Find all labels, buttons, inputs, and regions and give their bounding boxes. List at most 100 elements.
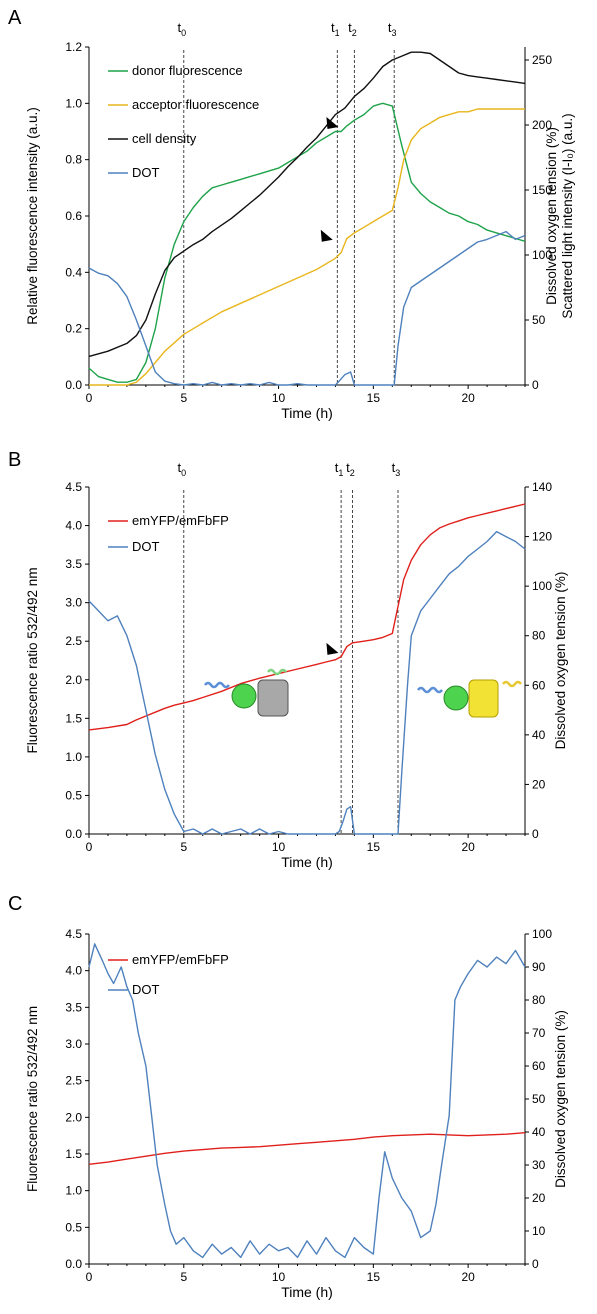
right-tick-label: 40 (532, 728, 546, 742)
event-marker-label: t1 (335, 460, 344, 478)
arrow-marker (326, 117, 339, 130)
right-tick-label: 60 (532, 1059, 546, 1073)
x-tick-label: 15 (367, 391, 381, 405)
blue-emission-wave (204, 681, 230, 689)
event-marker-subscript: 0 (181, 468, 186, 478)
series-line-dot (88, 943, 526, 1259)
left-tick-label: 3.0 (65, 596, 82, 610)
series-line-acceptor-fluorescence (89, 108, 525, 386)
legend-label: acceptor fluorescence (132, 97, 259, 112)
left-tick-label: 3.5 (65, 557, 82, 571)
right-tick-label: 50 (532, 1092, 546, 1106)
x-axis-label: Time (h) (281, 405, 333, 421)
donor-circle (231, 683, 257, 709)
x-tick-label: 10 (272, 840, 286, 854)
right-tick-label: 150 (532, 183, 552, 197)
green-emission-wave (267, 668, 287, 676)
legend-label: cell density (132, 131, 197, 146)
right-axis-label: Scattered light intensity (I-I₀) (a.u.) (560, 113, 575, 318)
left-tick-label: 0.0 (65, 827, 82, 841)
x-tick-label: 5 (180, 1270, 187, 1284)
event-marker-letter: t (177, 460, 181, 475)
right-axis-label: Dissolved oxygen tension (%) (544, 127, 559, 305)
left-tick-label: 4.5 (65, 480, 82, 494)
series-line-emyfp-emfbfp (88, 1132, 526, 1165)
left-tick-label: 1.2 (65, 40, 82, 54)
left-tick-label: 1.0 (65, 96, 82, 110)
left-tick-label: 3.0 (65, 1037, 82, 1051)
left-tick-label: 0.8 (65, 153, 82, 167)
arrow-marker (326, 642, 339, 655)
right-axis-label: Dissolved oxygen tension (%) (553, 1010, 568, 1188)
event-marker-label: t1 (331, 20, 340, 38)
event-marker-letter: t (388, 20, 392, 35)
left-tick-label: 0.5 (65, 1220, 82, 1234)
left-tick-label: 1.5 (65, 711, 82, 725)
right-tick-label: 0 (532, 378, 539, 392)
right-tick-label: 0 (532, 827, 539, 841)
right-tick-label: 80 (532, 629, 546, 643)
left-tick-label: 4.0 (65, 519, 82, 533)
right-tick-label: 100 (532, 927, 552, 941)
series-line-dot (88, 230, 526, 386)
fret-on-schematic (417, 679, 522, 718)
series-line-cell-density (88, 51, 526, 358)
right-tick-label: 30 (532, 1158, 546, 1172)
panel-letter: B (8, 449, 21, 471)
legend-label: DOT (132, 982, 160, 997)
legend-label: DOT (132, 539, 160, 554)
right-tick-label: 0 (532, 1257, 539, 1271)
right-tick-label: 100 (532, 248, 552, 262)
event-marker-letter: t (348, 20, 352, 35)
event-marker-label: t3 (388, 20, 397, 38)
event-marker-subscript: 1 (335, 28, 340, 38)
panel-c: C 0 5 10 15 20 0.0 0.5 1.0 1.5 2.0 2.5 3.0 3.5 4.0 4.5 0… (8, 893, 568, 1300)
event-marker-letter: t (392, 460, 396, 475)
event-marker-letter: t (177, 20, 181, 35)
event-marker-label: t2 (346, 460, 355, 478)
series-line-dot (88, 530, 526, 835)
event-marker-label: t0 (177, 20, 186, 38)
x-tick-label: 5 (180, 840, 187, 854)
left-tick-label: 2.0 (65, 1110, 82, 1124)
event-marker-label: t3 (392, 460, 401, 478)
legend-label: emYFP/emFbFP (132, 513, 229, 528)
active-acceptor (468, 679, 499, 718)
left-tick-label: 2.5 (65, 1074, 82, 1088)
inactive-acceptor (257, 679, 289, 717)
left-tick-label: 0.5 (65, 788, 82, 802)
x-tick-label: 0 (86, 391, 93, 405)
panel-letter: C (8, 893, 22, 915)
donor-circle (443, 685, 469, 711)
left-tick-label: 1.0 (65, 1184, 82, 1198)
left-tick-label: 0.2 (65, 322, 82, 336)
right-tick-label: 250 (532, 53, 552, 67)
x-tick-label: 0 (86, 1270, 93, 1284)
blue-emission-wave (417, 686, 443, 694)
arrow-marker (320, 229, 333, 242)
left-tick-label: 0.6 (65, 209, 82, 223)
right-tick-label: 120 (532, 530, 552, 544)
event-marker-subscript: 0 (181, 28, 186, 38)
left-tick-label: 1.0 (65, 750, 82, 764)
left-axis-label: Fluorescence ratio 532/492 nm (25, 1006, 40, 1192)
event-marker-subscript: 2 (352, 28, 357, 38)
x-axis-label: Time (h) (281, 1284, 333, 1300)
left-tick-label: 4.0 (65, 964, 82, 978)
left-tick-label: 2.0 (65, 673, 82, 687)
legend-label: donor fluorescence (132, 63, 243, 78)
event-marker-letter: t (346, 460, 350, 475)
right-tick-label: 140 (532, 480, 552, 494)
event-marker-letter: t (335, 460, 339, 475)
left-tick-label: 3.5 (65, 1000, 82, 1014)
right-tick-label: 10 (532, 1224, 546, 1238)
left-axis-label: Fluorescence ratio 532/492 nm (25, 567, 40, 753)
right-tick-label: 60 (532, 678, 546, 692)
left-tick-label: 1.5 (65, 1147, 82, 1161)
event-marker-subscript: 3 (392, 28, 397, 38)
x-tick-label: 20 (461, 1270, 475, 1284)
right-tick-label: 100 (532, 579, 552, 593)
right-axis-label: Dissolved oxygen tension (%) (553, 572, 568, 750)
event-marker-subscript: 3 (395, 468, 400, 478)
